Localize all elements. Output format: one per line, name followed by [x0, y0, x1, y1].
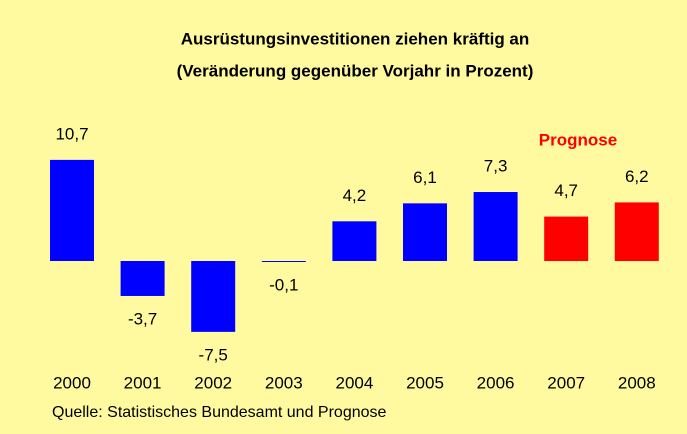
value-label: -7,5: [199, 345, 228, 364]
value-label: -0,1: [269, 275, 298, 294]
x-tick-label: 2004: [335, 373, 373, 392]
x-tick-label: 2001: [124, 373, 162, 392]
bar: [544, 216, 589, 261]
x-tick-label: 2000: [53, 373, 91, 392]
source: Quelle: Statistisches Bundesamt und Prog…: [52, 404, 387, 421]
value-label: 7,3: [484, 156, 508, 175]
x-tick-label: 2003: [265, 373, 303, 392]
annotation: Prognose: [539, 130, 617, 149]
value-label: 10,7: [55, 124, 88, 143]
chart-title: Ausrüstungsinvestitionen ziehen kräftig …: [181, 29, 530, 48]
value-label: -3,7: [128, 309, 157, 328]
bar: [120, 261, 165, 296]
value-label: 6,2: [625, 167, 649, 186]
x-tick-label: 2006: [477, 373, 515, 392]
bar: [403, 203, 447, 261]
bar: [50, 159, 94, 261]
bar: [614, 202, 659, 261]
x-tick-label: 2007: [547, 373, 585, 392]
bar: [261, 261, 306, 262]
x-tick-label: 2002: [194, 373, 232, 392]
value-label: 6,1: [413, 168, 437, 187]
value-label: 4,7: [554, 181, 578, 200]
bar: [473, 192, 518, 261]
x-tick-label: 2008: [618, 373, 656, 392]
bar: [332, 221, 377, 261]
chart-subtitle: (Veränderung gegenüber Vorjahr in Prozen…: [177, 61, 534, 80]
value-label: 4,2: [343, 186, 367, 205]
x-tick-label: 2005: [406, 373, 444, 392]
bar: [191, 261, 236, 332]
